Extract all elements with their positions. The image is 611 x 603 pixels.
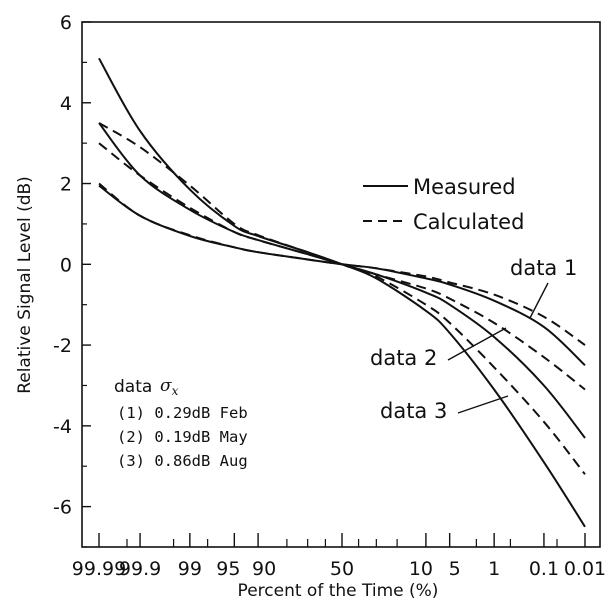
x-tick-label: 10 bbox=[409, 558, 433, 580]
annotation-data-2-pointer bbox=[447, 327, 507, 361]
legend-calculated-label: Calculated bbox=[413, 210, 524, 234]
series-lines bbox=[98, 57, 586, 528]
plot-frame bbox=[81, 21, 601, 548]
annotation-data-3: data 3 bbox=[380, 399, 447, 423]
annotation-data-2: data 2 bbox=[370, 346, 437, 370]
x-tick-label: 0.01 bbox=[564, 558, 606, 580]
x-tick-label: 1 bbox=[488, 558, 500, 580]
y-tick-label: -4 bbox=[53, 416, 72, 438]
x-axis-label: Percent of the Time (%) bbox=[238, 581, 439, 601]
x-tick-label: 50 bbox=[330, 558, 354, 580]
data-annotations: data 1 data 2 data 3 bbox=[370, 256, 577, 423]
x-tick-label: 99.99 bbox=[72, 558, 126, 580]
sigma-row-3: (3) 0.86dB Aug bbox=[117, 452, 248, 470]
annotation-data-3-pointer bbox=[457, 395, 509, 414]
annotation-data-1: data 1 bbox=[510, 256, 577, 280]
series-data-3-measured bbox=[98, 57, 586, 528]
y-tick-label: -2 bbox=[53, 335, 72, 357]
y-tick-label: 2 bbox=[60, 174, 72, 196]
sigma-table: data σx (1) 0.29dB Feb (2) 0.19dB May (3… bbox=[114, 376, 248, 470]
y-tick-label: 4 bbox=[60, 93, 72, 115]
sigma-symbol: σx bbox=[160, 376, 179, 398]
y-tick-label: 0 bbox=[60, 254, 72, 276]
legend: Measured Calculated bbox=[363, 175, 524, 234]
x-tick-label: 95 bbox=[216, 558, 240, 580]
x-tick-label: 0.1 bbox=[529, 558, 559, 580]
x-tick-label: 90 bbox=[252, 558, 276, 580]
annotation-data-1-pointer bbox=[529, 282, 549, 319]
sigma-row-1: (1) 0.29dB Feb bbox=[117, 404, 248, 422]
y-axis-label: Relative Signal Level (dB) bbox=[15, 176, 35, 394]
legend-measured-label: Measured bbox=[413, 175, 516, 199]
x-tick-label: 99.9 bbox=[119, 558, 161, 580]
sigma-row-2: (2) 0.19dB May bbox=[117, 428, 248, 446]
sigma-table-header: data bbox=[114, 377, 152, 397]
axis-ticks bbox=[82, 21, 586, 548]
y-tick-labels: 6 4 2 0 -2 -4 -6 bbox=[53, 12, 72, 519]
y-tick-label: -6 bbox=[53, 497, 72, 519]
x-tick-label: 5 bbox=[449, 558, 461, 580]
x-tick-label: 99 bbox=[178, 558, 202, 580]
y-tick-label: 6 bbox=[60, 12, 72, 34]
